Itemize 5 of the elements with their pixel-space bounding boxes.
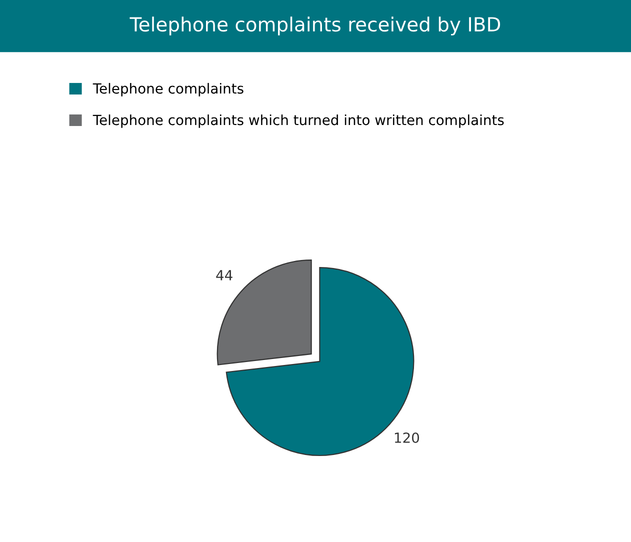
legend-label: Telephone complaints which turned into written complaints	[92, 114, 504, 128]
data-label: 44	[216, 270, 232, 280]
data-label: 120	[394, 432, 420, 444]
chart-title: Telephone complaints received by IBD	[130, 16, 500, 36]
legend-label: Telephone complaints	[92, 82, 244, 96]
